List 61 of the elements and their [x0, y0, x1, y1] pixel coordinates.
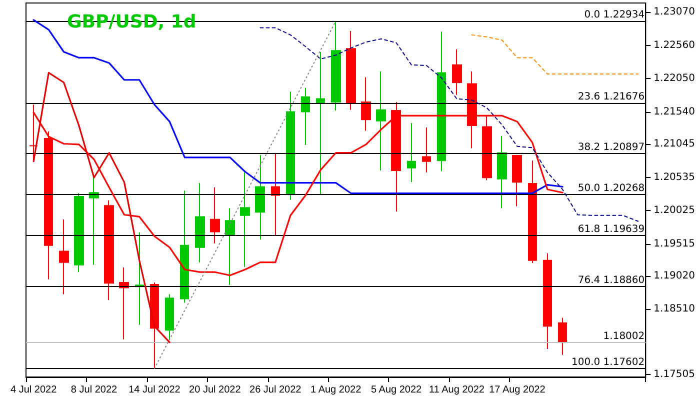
y-tick-label: 1.18510 [654, 304, 696, 315]
ref-line-label: 38.2 1.20897 [578, 142, 645, 154]
y-tick-label: 1.19515 [654, 238, 696, 250]
y-tick-label: 1.23070 [654, 6, 696, 18]
candlestick [119, 267, 129, 340]
candlestick [240, 172, 250, 268]
y-tick-label: 1.22050 [654, 73, 696, 84]
candlestick [528, 160, 537, 264]
y-tick-label: 1.19020 [654, 270, 696, 282]
candlestick [543, 252, 552, 350]
y-tick-label: 1.21045 [654, 138, 696, 150]
candlestick [316, 51, 325, 196]
ref-line-label: 23.6 1.21676 [578, 91, 645, 102]
candlestick [331, 20, 341, 112]
candlestick [195, 182, 205, 263]
candlestick [225, 208, 235, 286]
candlestick [286, 91, 295, 200]
candlestick [346, 30, 356, 110]
candlestick [482, 115, 492, 181]
candlestick [210, 186, 220, 244]
x-tick-label: 20 Jul 2022 [189, 384, 242, 396]
y-tick-label: 1.17505 [654, 369, 696, 380]
line-series [471, 34, 639, 75]
candlestick [255, 154, 265, 240]
candlestick [422, 126, 431, 173]
x-tick-label: 5 Aug 2022 [370, 384, 422, 396]
candlestick [437, 31, 446, 172]
candlestick [376, 70, 386, 171]
x-tick-label: 11 Aug 2022 [429, 384, 485, 396]
candlestick [558, 317, 567, 356]
x-tick-label: 8 Jul 2022 [70, 384, 118, 396]
candlestick [407, 122, 416, 183]
ref-line-label: 1.18002 [603, 330, 645, 342]
x-tick-label: 26 Jul 2022 [250, 384, 302, 396]
candlestick [59, 218, 69, 295]
candlestick [271, 153, 280, 236]
y-tick-label: 1.20535 [654, 172, 696, 183]
candlestick [512, 154, 522, 207]
x-tick-label: 14 Jul 2022 [128, 384, 181, 396]
candlestick [74, 192, 84, 273]
x-tick-label: 17 Aug 2022 [489, 384, 546, 396]
x-tick-label: 4 Jul 2022 [10, 384, 58, 396]
candlestick [89, 176, 99, 266]
ref-line-label: 50.0 1.20268 [578, 183, 645, 194]
candlestick [301, 87, 310, 146]
candlestick [180, 190, 189, 304]
candlestick [135, 232, 144, 326]
y-tick-label: 1.21540 [654, 106, 696, 118]
candlestick [497, 135, 507, 209]
ref-line-label: 0.0 1.22934 [584, 9, 645, 20]
ref-line-label: 61.8 1.19639 [578, 224, 645, 236]
candlestick [361, 76, 371, 132]
x-tick-label: 1 Aug 2022 [310, 384, 362, 396]
candlestick [104, 200, 114, 301]
y-tick-label: 1.22560 [654, 40, 696, 51]
ref-line-label: 76.4 1.18860 [578, 274, 645, 286]
y-tick-label: 1.20025 [654, 205, 696, 216]
candlestick [452, 48, 462, 96]
line-series [32, 72, 170, 344]
candlestick [165, 294, 174, 340]
ref-line-label: 100.0 1.17602 [571, 356, 645, 368]
